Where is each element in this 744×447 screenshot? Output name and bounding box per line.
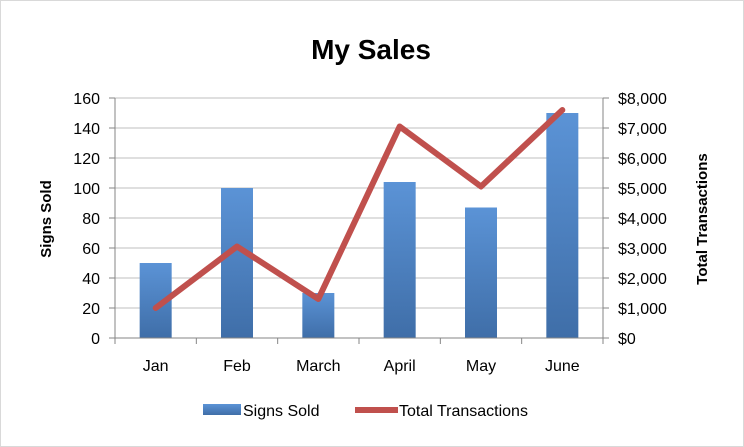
bar-series-signs-sold (139, 113, 579, 338)
y-axis-title: Signs Sold (38, 180, 55, 258)
bar-signs-sold-may (465, 207, 497, 338)
y-tick-label: 100 (73, 181, 100, 198)
x-tick-label: March (296, 358, 340, 375)
y2-axis-title: Total Transactions (694, 153, 711, 284)
y-tick-label: 160 (73, 91, 100, 108)
y-tick-label: 80 (82, 211, 100, 228)
y-tick-label: 20 (82, 301, 100, 318)
y-tick-label: 40 (82, 271, 100, 288)
x-tick-label: June (545, 358, 580, 375)
chart-title: My Sales (311, 34, 431, 65)
legend-label-signs-sold: Signs Sold (243, 403, 320, 420)
x-tick-label: Feb (223, 358, 251, 375)
line-series-total-transactions (152, 107, 566, 311)
bar-signs-sold-feb (221, 188, 253, 338)
legend-label-total-transactions: Total Transactions (399, 403, 528, 420)
y-tick-label: 140 (73, 121, 100, 138)
gridlines (115, 97, 603, 309)
y2-tick-label: $7,000 (618, 121, 667, 138)
bar-signs-sold-june (546, 113, 579, 338)
y2-tick-label: $6,000 (618, 151, 667, 168)
y-tick-label: 60 (82, 241, 100, 258)
y2-tick-label: $4,000 (618, 211, 667, 228)
y2-tick-label: $0 (618, 331, 636, 348)
y2-tick-label: $3,000 (618, 241, 667, 258)
y2-tick-label: $1,000 (618, 301, 667, 318)
y-tick-label: 120 (73, 151, 100, 168)
y2-tick-label: $8,000 (618, 91, 667, 108)
legend-swatch-signs-sold (203, 404, 241, 415)
x-tick-label: Jan (143, 358, 169, 375)
axes (109, 97, 609, 344)
line-total-transactions (152, 107, 566, 311)
bar-signs-sold-april (383, 182, 416, 338)
x-tick-label: May (466, 358, 496, 375)
tick-labels: 0 20 40 60 80 100 120 140 160 $0 $1,000 $2,000 $3,00… (73, 91, 667, 375)
y2-tick-label: $2,000 (618, 271, 667, 288)
y2-tick-label: $5,000 (618, 181, 667, 198)
legend: Signs Sold Total Transactions (203, 403, 528, 420)
y-tick-label: 0 (91, 331, 100, 348)
x-tick-label: April (384, 358, 416, 375)
